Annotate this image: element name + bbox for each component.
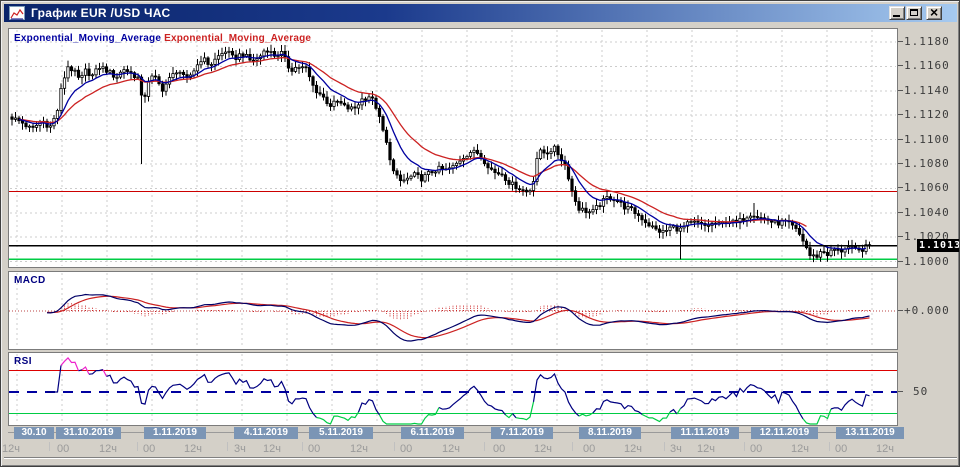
price-tick: [898, 261, 903, 262]
time-label: 00: [308, 443, 321, 455]
time-label: 00: [835, 443, 848, 455]
ema-fast-label: Exponential_Moving_Average: [14, 33, 162, 44]
current-price-tag: 1.1013: [917, 239, 960, 252]
time-tick: [572, 442, 573, 451]
time-label: 12ч: [99, 443, 117, 455]
date-label: 8.11.2019: [579, 427, 641, 439]
time-tick: [227, 442, 228, 451]
date-label: 6.11.2019: [401, 427, 464, 439]
time-label: 3ч: [670, 443, 682, 455]
date-label: 7.11.2019: [491, 427, 553, 439]
price-chart-panel: Exponential_Moving_Average Exponential_M…: [8, 28, 898, 268]
price-tick: [898, 187, 903, 188]
price-axis-label: 1.1080: [904, 157, 950, 170]
macd-tick: [898, 310, 903, 311]
window-title: График EUR /USD ЧАС: [31, 6, 171, 20]
time-tick: [394, 442, 395, 451]
time-label: 12ч: [184, 443, 202, 455]
time-label: 12ч: [263, 443, 281, 455]
ema-slow-label: Exponential_Moving_Average: [164, 33, 312, 44]
price-tick: [898, 90, 903, 91]
price-axis-label: 1.1060: [904, 181, 950, 194]
time-tick: [664, 442, 665, 451]
time-label: 12ч: [697, 443, 715, 455]
rsi-axis-label: 50: [913, 385, 929, 398]
price-tick: [898, 139, 903, 140]
date-label: 4.11.2019: [234, 427, 298, 439]
time-label: 00: [493, 443, 506, 455]
price-tick: [898, 163, 903, 164]
ema-legend: Exponential_Moving_Average Exponential_M…: [14, 33, 311, 44]
time-label: 12ч: [350, 443, 368, 455]
date-label: 5.11.2019: [309, 427, 373, 439]
time-label: 12ч: [624, 443, 642, 455]
time-label: 12ч: [2, 443, 20, 455]
rsi-tick: [898, 391, 903, 392]
rsi-label: RSI: [14, 356, 32, 367]
time-label: 00: [583, 443, 596, 455]
time-tick: [744, 442, 745, 451]
time-label: 12ч: [442, 443, 460, 455]
minimize-button[interactable]: [889, 6, 905, 20]
close-button[interactable]: [926, 5, 942, 20]
price-axis-label: 1.1100: [904, 133, 950, 146]
macd-chart[interactable]: [9, 272, 897, 349]
rsi-chart[interactable]: [9, 353, 897, 425]
macd-panel: MACD: [8, 271, 898, 350]
date-label: 31.10.2019: [56, 427, 121, 439]
price-tick: [898, 41, 903, 42]
price-axis-label: 1.1180: [904, 35, 950, 48]
time-label: 00: [400, 443, 413, 455]
minimize-icon: [893, 15, 900, 17]
price-axis-label: 1.1120: [904, 108, 950, 121]
time-label: 12ч: [791, 443, 809, 455]
price-axis-label: 1.1140: [904, 84, 950, 97]
maximize-button[interactable]: [906, 6, 922, 20]
price-axis-label: 1.1160: [904, 59, 950, 72]
date-label: 30.10: [14, 427, 54, 439]
bottom-divider: [4, 457, 957, 459]
macd-label: MACD: [14, 275, 46, 286]
chart-icon[interactable]: [9, 6, 25, 20]
macd-axis-label: +0.000: [904, 304, 950, 317]
date-label: 12.11.2019: [751, 427, 818, 439]
time-tick: [49, 442, 50, 451]
date-label: 11.11.2019: [671, 427, 739, 439]
date-label: 13.11.2019: [836, 427, 904, 439]
time-tick: [484, 442, 485, 451]
time-tick: [829, 442, 830, 451]
price-axis-label: 1.1040: [904, 206, 950, 219]
candlestick-chart[interactable]: [9, 29, 897, 267]
maximize-icon: [910, 9, 918, 16]
time-label: 00: [57, 443, 70, 455]
time-label: 12ч: [876, 443, 894, 455]
time-label: 00: [143, 443, 156, 455]
price-axis-label: 1.1000: [904, 255, 950, 268]
time-label: 12ч: [534, 443, 552, 455]
price-tick: [898, 236, 903, 237]
price-tick: [898, 114, 903, 115]
time-tick: [137, 442, 138, 451]
titlebar[interactable]: График EUR /USD ЧАС: [4, 4, 957, 22]
time-label: 00: [750, 443, 763, 455]
price-tick: [898, 212, 903, 213]
price-tick: [898, 65, 903, 66]
time-tick: [302, 442, 303, 451]
rsi-panel: RSI: [8, 352, 898, 426]
date-label: 1.11.2019: [144, 427, 206, 439]
time-label: 3ч: [234, 443, 246, 455]
